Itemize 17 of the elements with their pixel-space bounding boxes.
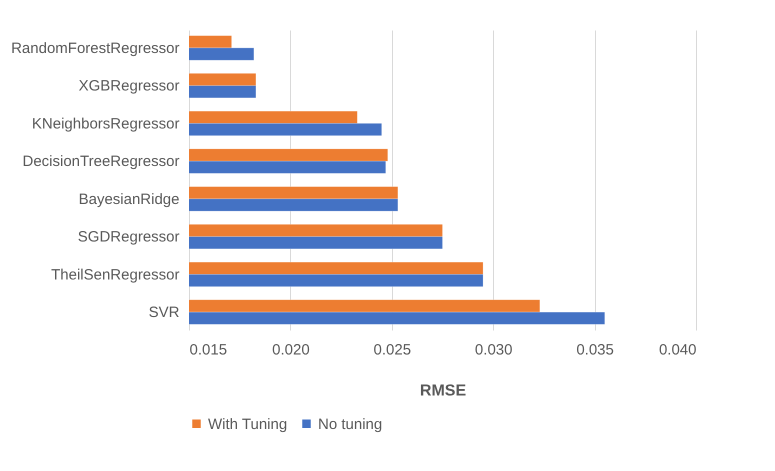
legend-label: No tuning [318, 416, 382, 433]
y-tick-label: TheilSenRegressor [51, 266, 180, 284]
y-tick-label: KNeighborsRegressor [32, 115, 180, 132]
y-tick-label: RandomForestRegressor [11, 40, 180, 57]
y-tick-label: SVR [148, 304, 180, 322]
x-tick-label: 0.035 [576, 342, 614, 358]
x-tick-label: 0.040 [658, 342, 696, 358]
y-tick-label: XGBRegressor [78, 78, 180, 95]
x-tick-label: 0.020 [272, 342, 310, 358]
x-tick-label: 0.030 [474, 342, 512, 358]
x-tick-label: 0.015 [190, 342, 228, 358]
x-axis-title: RMSE [420, 382, 466, 400]
y-tick-label: DecisionTreeRegressor [22, 153, 180, 170]
y-tick-label: BayesianRidge [78, 190, 180, 208]
y-tick-label: SGDRegressor [78, 228, 180, 246]
legend-label: With Tuning [208, 416, 288, 433]
x-tick-label: 0.025 [374, 342, 412, 358]
